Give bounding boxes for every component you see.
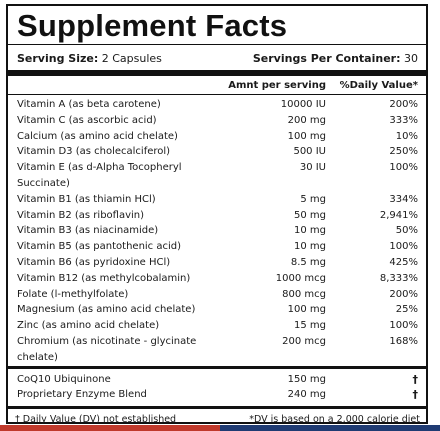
serving-size: Serving Size: 2 Capsules (17, 52, 162, 65)
nutrient-row: Vitamin B3 (as niacinamide) 10 mg 50% (17, 223, 418, 239)
column-header: Amnt per serving %Daily Value* (17, 76, 418, 94)
background-edge (0, 425, 440, 431)
nutrient-row: Vitamin B12 (as methylcobalamin) 1000 mcg… (17, 271, 418, 287)
footnotes: † Daily Value (DV) not established *DV i… (15, 409, 420, 425)
nutrient-amount: 1000 mcg (275, 272, 326, 284)
nutrient-dv: 100% (389, 320, 418, 332)
nutrient-amount: 15 mg (294, 320, 326, 332)
nutrient-row: Vitamin B2 (as riboflavin) 50 mg 2,941% (17, 208, 418, 224)
amount-header: Amnt per serving (228, 79, 326, 91)
nutrient-name: Vitamin B1 (as thiamin HCl) (17, 193, 156, 205)
divider-medium (8, 365, 426, 369)
nutrient-name: Vitamin C (as ascorbic acid) (17, 114, 157, 126)
servings-per-container: Servings Per Container: 30 (253, 52, 418, 65)
nutrient-row: Vitamin B5 (as pantothenic acid) 10 mg 100… (17, 239, 418, 255)
nutrient-amount: 30 IU (299, 162, 326, 174)
nutrient-name: Vitamin B6 (as pyridoxine HCl) (17, 256, 171, 268)
serving-info: Serving Size: 2 Capsules Servings Per Co… (17, 47, 418, 70)
nutrient-amount: 10000 IU (280, 99, 326, 110)
nutrient-amount: 150 mg (287, 373, 326, 385)
dv-header: %Daily Value* (339, 79, 418, 91)
servings-value: 30 (404, 52, 418, 65)
supplement-facts-panel: Supplement Facts Serving Size: 2 Capsule… (6, 4, 428, 425)
divider-medium (8, 406, 426, 410)
nutrient-dv: 8,333% (379, 272, 418, 284)
nutrient-row: Vitamin E (as d-Alpha Tocopheryl Succina… (17, 160, 418, 192)
nutrient-row: CoQ10 Ubiquinone 150 mg † (17, 372, 418, 388)
nutrient-dv: † (412, 372, 419, 386)
nutrient-name: Vitamin B2 (as riboflavin) (17, 209, 145, 221)
nutrient-dv: 10% (395, 130, 418, 142)
nutrient-row: Magnesium (as amino acid chelate) 100 mg 2… (17, 302, 418, 318)
nutrient-row: Vitamin A (as beta carotene) 10000 IU 200% (17, 97, 418, 113)
nutrient-row: Proprietary Enzyme Blend 240 mg † (17, 387, 418, 403)
nutrient-amount: 200 mcg (282, 335, 326, 347)
nutrient-amount: 10 mg (294, 241, 326, 253)
nutrient-name: Vitamin B3 (as niacinamide) (17, 225, 159, 237)
serving-size-value: 2 Capsules (101, 52, 162, 65)
nutrient-row: Calcium (as amino acid chelate) 100 mg 10% (17, 129, 418, 145)
nutrient-row: Folate (l-methylfolate) 800 mcg 200% (17, 287, 418, 303)
nutrient-amount: 8.5 mg (290, 256, 326, 268)
nutrient-dv: 2,941% (379, 209, 418, 221)
nutrient-amount: 100 mg (287, 304, 326, 316)
nutrient-dv: 333% (389, 114, 418, 126)
nutrient-row: Zinc (as amino acid chelate) 15 mg 100% (17, 318, 418, 334)
nutrient-dv: † (412, 388, 419, 402)
nutrient-amount: 5 mg (300, 193, 326, 205)
divider (8, 44, 426, 45)
servings-label: Servings Per Container: (252, 52, 401, 65)
serving-size-label: Serving Size: (17, 52, 99, 65)
nutrient-amount: 500 IU (293, 146, 326, 158)
nutrient-name: Vitamin D3 (as cholecalciferol) (17, 146, 171, 158)
nutrient-row: Vitamin B1 (as thiamin HCl) 5 mg 334% (17, 192, 418, 208)
nutrient-dv: 425% (389, 256, 418, 268)
nutrient-row: Vitamin C (as ascorbic acid) 200 mg 333% (17, 113, 418, 129)
nutrient-name: Zinc (as amino acid chelate) (17, 320, 160, 332)
nutrient-name: Magnesium (as amino acid chelate) (17, 304, 196, 316)
nutrient-dv: 100% (389, 241, 418, 253)
nutrient-name: Folate (l-methylfolate) (17, 288, 129, 300)
nutrient-dv: 250% (389, 146, 418, 158)
nutrient-row: Vitamin B6 (as pyridoxine HCl) 8.5 mg 425% (17, 255, 418, 271)
nutrient-name: Calcium (as amino acid chelate) (17, 130, 178, 142)
footnote-dv: *DV is based on a 2,000 calorie diet (249, 414, 420, 426)
nutrient-dv: 200% (389, 288, 418, 300)
nutrient-row: Chromium (as nicotinate - glycinate chel… (17, 334, 418, 366)
nutrient-amount: 200 mg (287, 114, 326, 126)
nutrient-dv: 100% (389, 162, 418, 174)
nutrient-name: Vitamin B12 (as methylcobalamin) (17, 272, 191, 284)
nutrient-name: Vitamin A (as beta carotene) (17, 99, 161, 110)
nutrient-row: Vitamin D3 (as cholecalciferol) 500 IU 250… (17, 144, 418, 160)
divider (8, 94, 426, 95)
nutrient-dv: 168% (389, 335, 418, 347)
nutrient-amount: 240 mg (287, 389, 326, 401)
nutrient-amount: 10 mg (294, 225, 326, 237)
nutrient-dv: 50% (395, 225, 418, 237)
nutrient-name: Vitamin E (as d-Alpha Tocopheryl Succina… (17, 162, 182, 189)
nutrient-dv: 200% (389, 99, 418, 110)
panel-title: Supplement Facts (17, 8, 288, 43)
nutrient-name: Chromium (as nicotinate - glycinate chel… (17, 335, 197, 363)
nutrient-name: Proprietary Enzyme Blend (17, 389, 147, 401)
nutrient-name: Vitamin B5 (as pantothenic acid) (17, 241, 182, 253)
nutrient-amount: 100 mg (287, 130, 326, 142)
footnote-dagger: † Daily Value (DV) not established (15, 414, 177, 426)
divider-thick (8, 70, 426, 76)
other-ingredient-list: CoQ10 Ubiquinone 150 mg † Proprietary Enzym… (17, 369, 418, 407)
nutrient-amount: 50 mg (294, 209, 326, 221)
nutrient-name: CoQ10 Ubiquinone (17, 373, 111, 385)
nutrient-amount: 800 mcg (282, 288, 326, 300)
nutrient-dv: 334% (389, 193, 418, 205)
nutrient-dv: 25% (395, 304, 418, 316)
nutrient-list: Vitamin A (as beta carotene) 10000 IU 200%… (17, 95, 418, 366)
